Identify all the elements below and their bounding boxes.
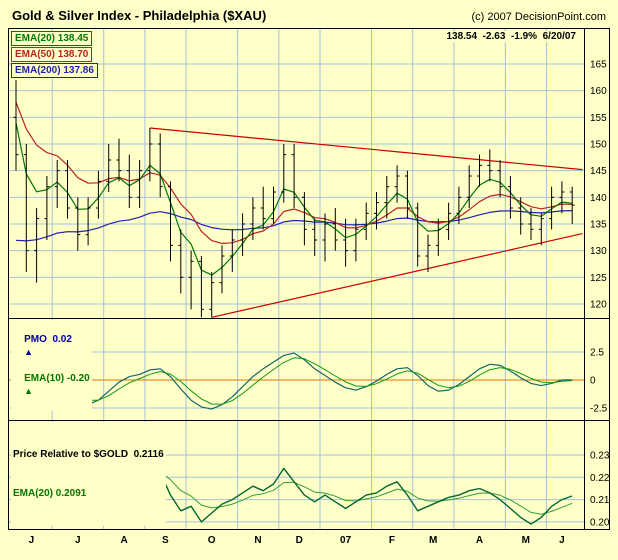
svg-text:145: 145 bbox=[590, 166, 607, 177]
svg-text:135: 135 bbox=[590, 219, 607, 230]
svg-text:J: J bbox=[29, 535, 35, 546]
svg-text:160: 160 bbox=[590, 86, 607, 97]
legend-ema200: EMA(200) 137.86 bbox=[11, 63, 98, 78]
svg-text:O: O bbox=[208, 535, 216, 546]
svg-text:125: 125 bbox=[590, 273, 607, 284]
svg-text:A: A bbox=[121, 535, 128, 546]
pmo-up-arrow-icon: ▲ bbox=[24, 347, 34, 357]
svg-text:J: J bbox=[75, 535, 81, 546]
pmo-panel-labels: PMO 0.02 ▲ EMA(10) -0.20 ▲ bbox=[11, 320, 92, 411]
legend-ema50: EMA(50) 138.70 bbox=[11, 47, 93, 62]
svg-text:140: 140 bbox=[590, 193, 607, 204]
svg-text:D: D bbox=[296, 535, 303, 546]
svg-text:120: 120 bbox=[590, 299, 607, 310]
svg-text:155: 155 bbox=[590, 113, 607, 124]
svg-text:N: N bbox=[254, 535, 261, 546]
titlebar: Gold & Silver Index - Philadelphia ($XAU… bbox=[12, 8, 606, 23]
ema-legend: EMA(20) 138.45 EMA(50) 138.70 EMA(200) 1… bbox=[11, 31, 98, 79]
relative-panel-labels: Price Relative to $GOLD 0.2116 EMA(20) 0… bbox=[11, 422, 166, 526]
svg-text:A: A bbox=[476, 535, 483, 546]
chart-svg: 165 160 155 150 145 140 135 130 125 120 2.5 0 -2.5 0.… bbox=[8, 28, 610, 546]
pmo-label: PMO 0.02 bbox=[24, 334, 72, 345]
relative-label: Price Relative to $GOLD 0.2116 bbox=[13, 449, 164, 460]
svg-text:07: 07 bbox=[340, 535, 352, 546]
svg-text:2.5: 2.5 bbox=[590, 348, 604, 359]
pmo-ema-up-arrow-icon: ▲ bbox=[24, 386, 34, 396]
relative-ema-label: EMA(20) 0.2091 bbox=[13, 488, 87, 499]
svg-text:150: 150 bbox=[590, 139, 607, 150]
svg-text:0.22: 0.22 bbox=[590, 473, 610, 484]
svg-text:-2.5: -2.5 bbox=[590, 404, 608, 415]
chart-title: Gold & Silver Index - Philadelphia ($XAU… bbox=[12, 8, 267, 23]
svg-text:M: M bbox=[429, 535, 437, 546]
svg-text:165: 165 bbox=[590, 60, 607, 71]
svg-text:0.23: 0.23 bbox=[590, 451, 610, 462]
svg-text:F: F bbox=[389, 535, 395, 546]
svg-text:130: 130 bbox=[590, 246, 607, 257]
svg-text:J: J bbox=[559, 535, 565, 546]
svg-text:0: 0 bbox=[590, 376, 596, 387]
svg-text:S: S bbox=[162, 535, 169, 546]
quote-line: 138.54 -2.63 -1.9% 6/20/07 bbox=[444, 31, 578, 42]
pmo-ema-label: EMA(10) -0.20 bbox=[24, 373, 90, 384]
svg-text:M: M bbox=[522, 535, 530, 546]
svg-text:0.21: 0.21 bbox=[590, 495, 610, 506]
chart-frame: 165 160 155 150 145 140 135 130 125 120 2.5 0 -2.5 0.… bbox=[8, 28, 610, 552]
svg-text:0.20: 0.20 bbox=[590, 517, 610, 528]
copyright-text: (c) 2007 DecisionPoint.com bbox=[471, 11, 606, 23]
legend-ema20: EMA(20) 138.45 bbox=[11, 31, 93, 46]
